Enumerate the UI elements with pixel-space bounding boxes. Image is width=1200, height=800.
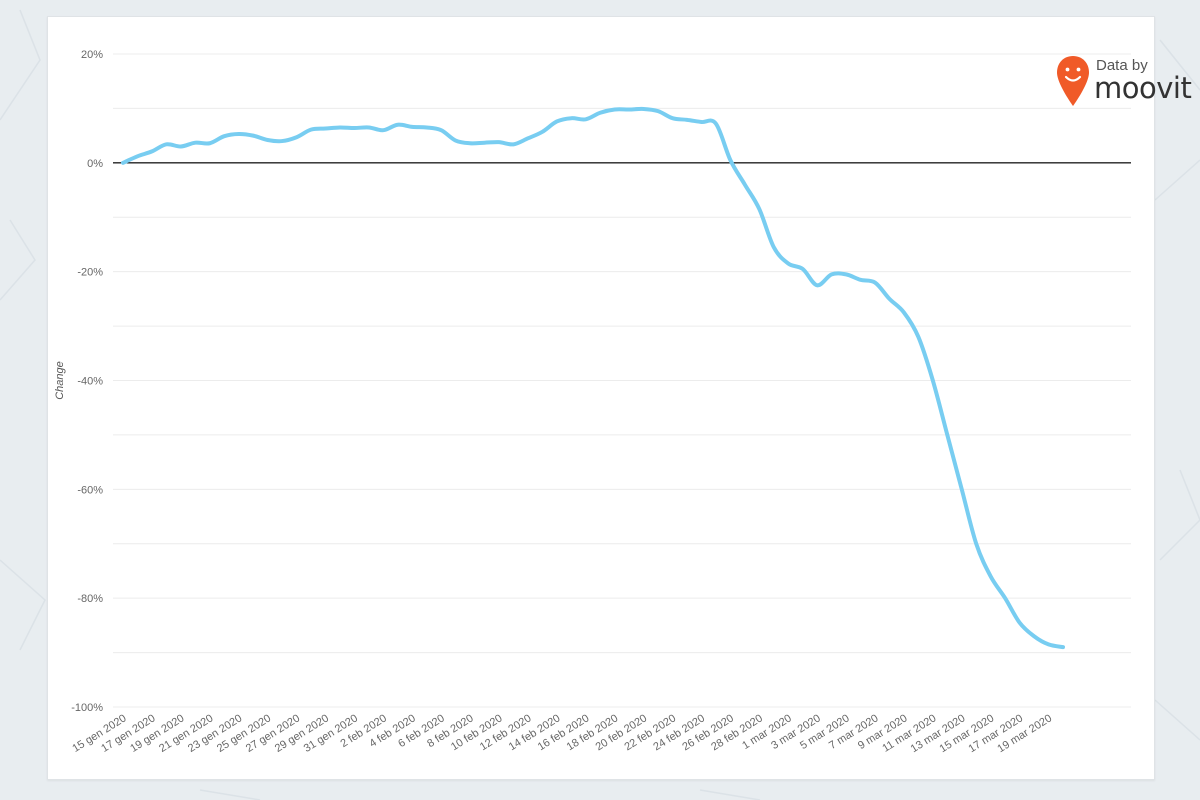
chart-card: 20% 0% -20% -40% -60% -80% -100% 15 gen 2020 17… — [47, 16, 1192, 780]
y-tick-label: -20% — [77, 267, 103, 279]
y-tick-label: 0% — [87, 158, 103, 170]
moovit-logo: Data by moovit — [1056, 55, 1196, 115]
logo-prefix: Data by — [1096, 57, 1148, 74]
y-tick-label: -40% — [77, 376, 103, 388]
logo-name: moovit — [1094, 71, 1192, 105]
line-chart: 20% 0% -20% -40% -60% -80% -100% 15 gen 202017… — [54, 49, 1131, 755]
grid-lines — [113, 53, 1131, 708]
series-line — [121, 106, 1065, 650]
y-tick-label: 20% — [81, 49, 103, 61]
y-axis-label: Change — [54, 361, 66, 400]
y-axis-ticks: 20% 0% -20% -40% -60% -80% -100% — [71, 49, 103, 714]
y-tick-label: -80% — [77, 593, 103, 605]
moovit-pin-icon — [1057, 56, 1089, 106]
y-tick-label: -100% — [71, 702, 103, 714]
y-tick-label: -60% — [77, 484, 103, 496]
